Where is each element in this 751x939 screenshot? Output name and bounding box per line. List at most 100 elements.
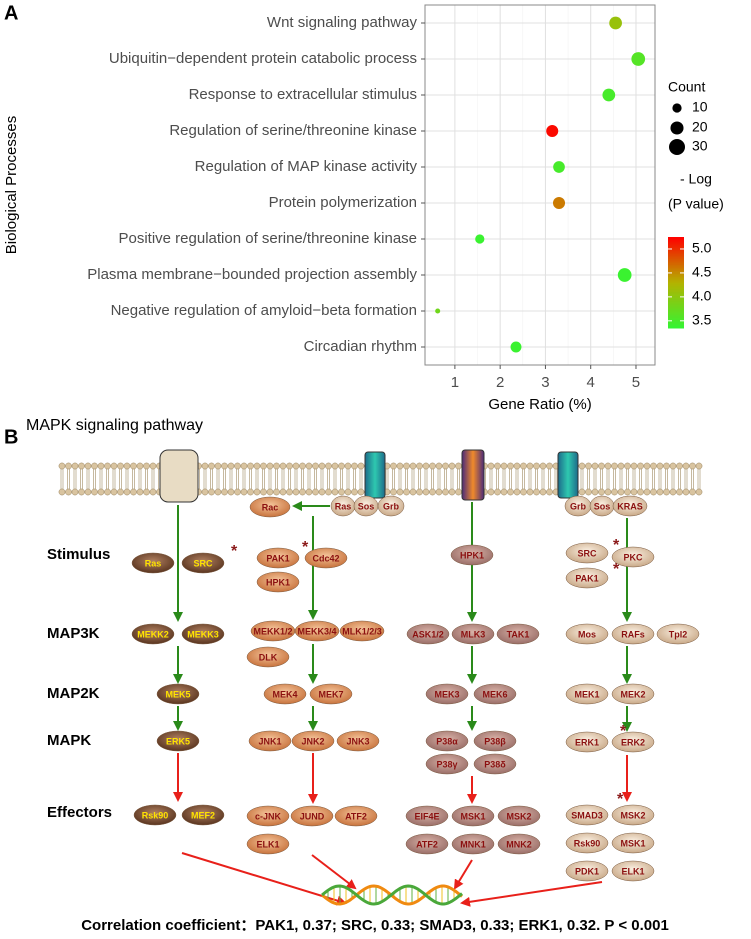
lipid-head [578,462,586,470]
node-label: JNK3 [346,736,369,746]
node [181,552,225,574]
lipid-head [65,488,72,496]
node [611,832,655,854]
receptor [364,451,386,499]
lipid-head [273,488,280,496]
lipid-head [403,488,410,496]
node [246,833,290,855]
color-bar-segment [668,308,684,311]
y-tick-label: Circadian rhythm [304,338,417,355]
lipid-head [201,462,209,470]
node [611,731,655,753]
node-label: MNK1 [460,839,486,849]
asterisk: * [613,561,620,578]
lipid-head [136,488,144,496]
node-label: MEK3 [434,689,459,699]
lipid-head [507,488,514,496]
lipid-head [435,488,443,496]
arrow [460,881,603,907]
color-bar-label: 4.0 [692,288,712,304]
node-label: PKC [623,552,643,562]
lipid-head [416,488,423,496]
color-bar-segment [668,252,684,255]
lipid-head [123,488,131,496]
bubble [475,234,485,244]
lipid-head [422,462,430,470]
size-legend-key [672,103,682,113]
lipid-head [546,488,553,496]
lipid-head [58,462,66,470]
lipid-head [682,488,690,496]
y-tick-label: Plasma membrane−bounded projection assem… [87,266,417,283]
lipid-head [78,488,85,496]
size-legend-key [669,139,685,155]
lipid-head [695,488,703,496]
node [565,860,609,882]
lipid-head [71,462,79,470]
lipid-head [630,488,638,496]
plot-border [424,4,656,366]
lipid-head [338,462,345,470]
lipid-head [123,462,131,470]
node [612,495,648,517]
node [425,753,469,775]
node-label: P38β [484,736,506,746]
color-bar-segment [668,284,684,287]
lipid-head [585,488,592,496]
color-bar-segment [668,296,684,299]
lipid-head [260,462,267,470]
color-bar-segment [668,244,684,247]
node-label: HPK1 [460,550,484,560]
node [611,683,655,705]
bubble [435,308,441,314]
lipid-head [533,462,540,470]
lipid-head [520,488,527,496]
lipid-head [201,488,209,496]
lipid-head [357,488,365,496]
lipid-head [130,488,137,496]
node-label: Tpl2 [669,629,688,639]
color-bar-segment [668,258,684,261]
color-bar-segment [668,282,684,285]
node-label: P38α [436,736,458,746]
lipid-head [396,462,404,470]
color-bar-segment [668,259,684,262]
asterisk: * [302,539,309,556]
asterisk: * [617,791,624,808]
color-bar-segment [668,261,684,264]
node [304,547,348,569]
lipid-head [526,462,534,470]
color-bar-segment [668,311,684,314]
x-tick-label: 4 [587,374,595,391]
receptor [159,449,199,503]
node-label: MEK1 [574,689,599,699]
node-label: Grb [383,501,400,511]
color-bar-segment [668,323,684,326]
lipid-head [97,488,105,496]
lipid-head [221,462,228,470]
lipid-head [520,462,527,470]
lipid-head [546,462,553,470]
node-label: MEKK3 [187,629,219,639]
color-bar-segment [668,297,684,300]
lipid-head [656,488,664,496]
lipid-head [305,488,313,496]
lipid-head [71,488,79,496]
node [248,730,292,752]
node-label: Rsk90 [142,810,169,820]
node [565,683,609,705]
node [496,623,540,645]
lipid-head [494,462,501,470]
node-label: ATF2 [345,811,367,821]
color-bar-segment [668,302,684,305]
color-bar-segment [668,285,684,288]
lipid-head [643,462,651,470]
lipid-head [266,488,274,496]
level-label: MAP2K [47,685,100,702]
lipid-head [676,488,683,496]
lipid-head [617,488,625,496]
node-label: RAFs [621,629,645,639]
color-bar-segment [668,274,684,277]
lipid-head [312,488,319,496]
